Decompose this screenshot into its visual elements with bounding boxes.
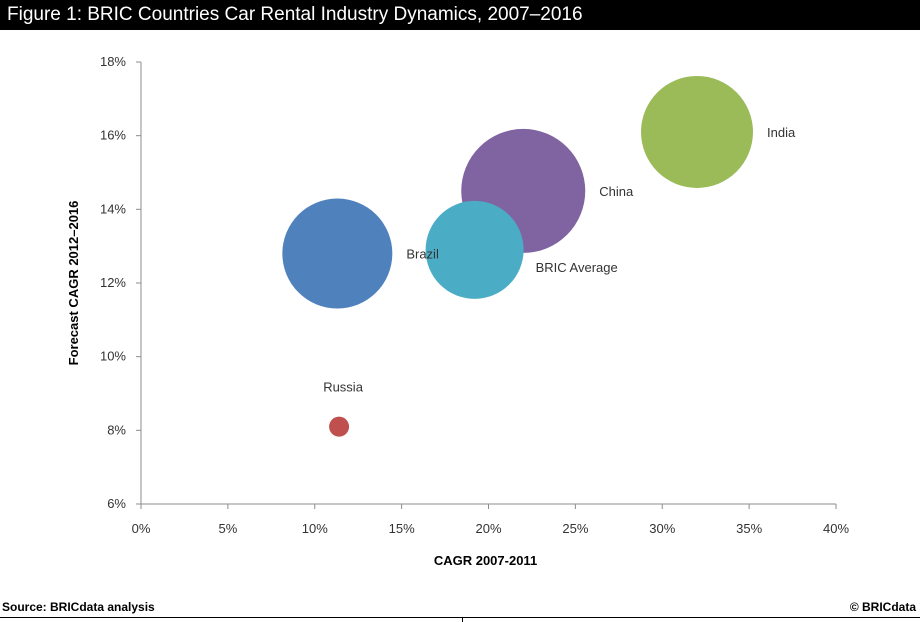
- bubble-bric-average: [425, 200, 524, 299]
- y-tick-label: 12%: [100, 275, 126, 290]
- bubble-russia: [329, 416, 350, 437]
- y-tick-label: 18%: [100, 54, 126, 69]
- x-tick-label: 30%: [649, 521, 675, 536]
- chart-axes: 6% 8% 10% 12% 14% 16% 18% 0% 5% 10% 15% 20% 25% 30% 35…: [66, 54, 849, 568]
- bubble-label: China: [599, 184, 634, 199]
- chart-bubble-labels: Brazil Russia China BRIC Average India: [323, 125, 796, 395]
- figure-title: Figure 1: BRIC Countries Car Rental Indu…: [0, 0, 920, 30]
- source-note: Source: BRICdata analysis: [2, 600, 155, 614]
- y-tick-label: 8%: [107, 422, 126, 437]
- x-tick-label: 10%: [302, 521, 328, 536]
- bubble-label: Russia: [323, 380, 364, 395]
- y-tick-label: 16%: [100, 128, 126, 143]
- bubble-label: BRIC Average: [536, 260, 618, 275]
- y-axis-title: Forecast CAGR 2012–2016: [66, 201, 81, 366]
- bubble-brazil: [282, 198, 393, 309]
- chart-bubbles: [282, 75, 753, 437]
- bubble-label: India: [767, 125, 796, 140]
- x-tick-label: 25%: [562, 521, 588, 536]
- x-tick-label: 0%: [132, 521, 151, 536]
- figure-footer: Source: BRICdata analysis © BRICdata: [0, 598, 920, 618]
- x-tick-label: 40%: [823, 521, 849, 536]
- bubble-label: Brazil: [406, 247, 439, 262]
- x-axis-title: CAGR 2007-2011: [434, 553, 537, 568]
- bubble-india: [641, 75, 753, 188]
- x-tick-label: 15%: [389, 521, 415, 536]
- y-tick-label: 6%: [107, 496, 126, 511]
- footer-divider-tick: [462, 617, 463, 622]
- x-tick-label: 35%: [736, 521, 762, 536]
- x-tick-label: 20%: [475, 521, 501, 536]
- bubble-chart: 6% 8% 10% 12% 14% 16% 18% 0% 5% 10% 15% 20% 25% 30% 35…: [66, 54, 849, 568]
- y-tick-label: 10%: [100, 349, 126, 364]
- copyright-note: © BRICdata: [849, 600, 916, 614]
- x-tick-label: 5%: [218, 521, 237, 536]
- y-tick-label: 14%: [100, 201, 126, 216]
